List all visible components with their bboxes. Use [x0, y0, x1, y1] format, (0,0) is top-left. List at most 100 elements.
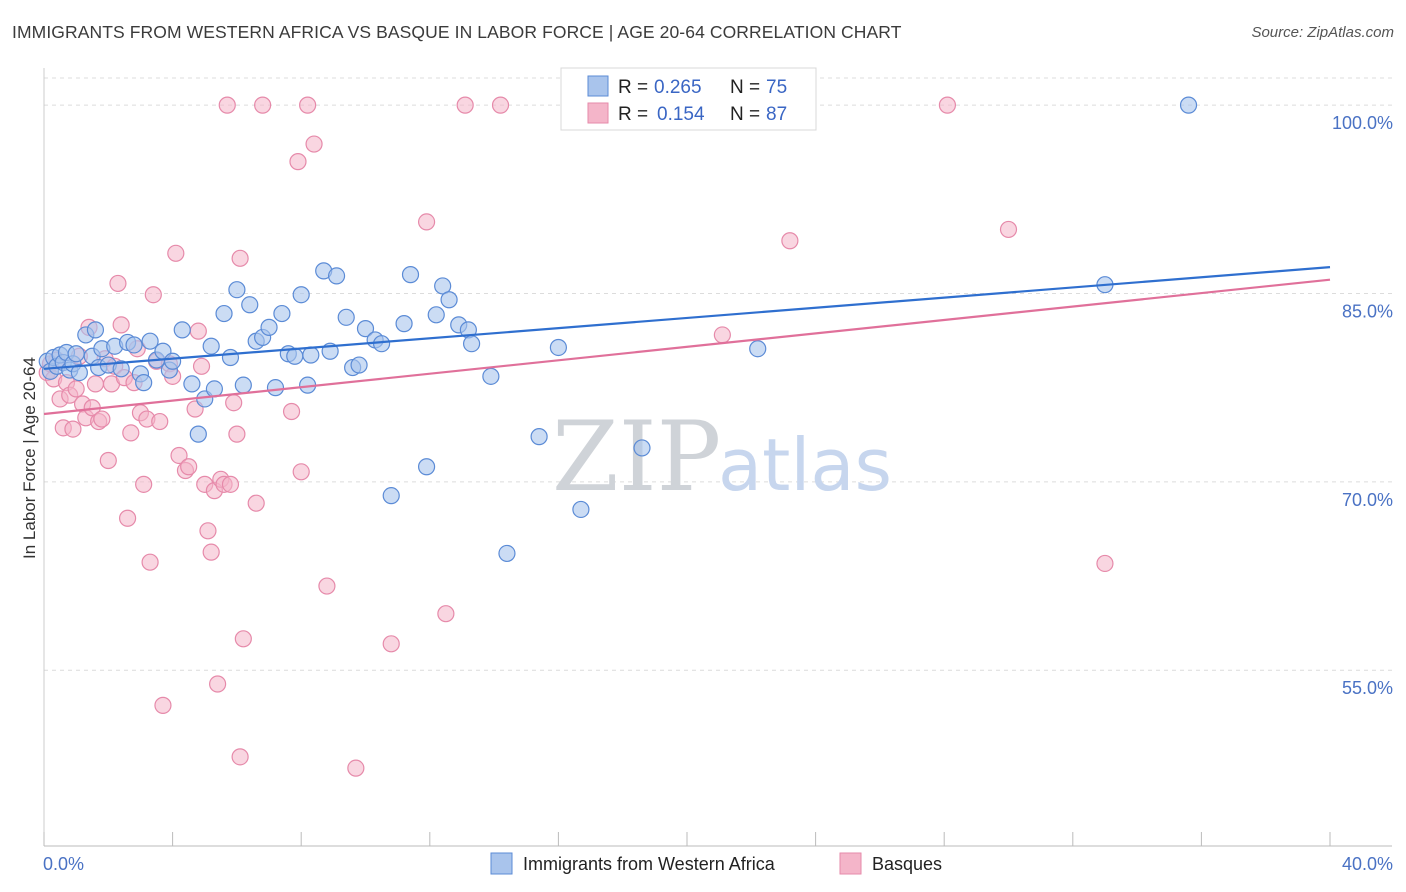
western-africa-point — [292, 286, 310, 304]
basques-trend-line — [43, 278, 1331, 416]
basques-point — [99, 451, 117, 470]
western-africa-point — [434, 277, 452, 295]
basques-point — [189, 322, 207, 340]
western-africa-point — [135, 374, 153, 392]
basques-point — [154, 696, 172, 714]
bottom-legend-swatch-pink — [839, 852, 862, 875]
bottom-legend-swatch-blue — [490, 852, 513, 875]
watermark-atlas: atlas — [718, 423, 892, 507]
basques-point — [781, 232, 799, 250]
western-africa-point — [350, 356, 368, 374]
western-africa-point — [234, 376, 252, 394]
basques-point — [318, 577, 336, 595]
western-africa-point — [228, 281, 246, 299]
western-africa-point — [382, 487, 400, 505]
y-tick-label-3: 100.0% — [1332, 113, 1393, 133]
basques-point — [221, 475, 240, 493]
basques-point — [167, 244, 185, 262]
basques-point — [141, 553, 159, 571]
western-africa-point — [337, 308, 355, 326]
bottom-legend-label-pink: Basques — [872, 854, 942, 874]
basques-point — [299, 96, 317, 114]
western-africa-point — [173, 321, 191, 339]
western-africa-point — [1179, 96, 1198, 114]
watermark-zip: ZIP — [552, 401, 721, 513]
legend-r-label-blue: R = — [618, 77, 648, 98]
western-africa-point — [67, 345, 85, 363]
western-africa-point — [749, 340, 767, 358]
basques-point — [1096, 554, 1114, 573]
western-africa-point — [260, 318, 278, 336]
western-africa-point — [482, 367, 500, 385]
tick-labels: 55.0% 70.0% 85.0% 100.0% 0.0% 40.0% — [43, 113, 1393, 874]
legend: R = 0.265 N = 75 R = 0.154 N = 87 — [560, 67, 817, 131]
western-africa-point — [266, 379, 285, 397]
basques-point — [86, 375, 105, 393]
basques-point — [218, 96, 236, 114]
western-africa-point — [183, 375, 201, 393]
western-africa-point — [70, 363, 88, 382]
western-africa-point — [189, 425, 207, 443]
western-africa-point — [530, 428, 548, 446]
basques-point — [209, 675, 227, 693]
basques-point — [254, 96, 272, 114]
western-africa-point — [286, 347, 304, 365]
western-africa-point — [427, 306, 445, 324]
basques-point — [382, 635, 400, 653]
legend-r-value-blue: 0.265 — [654, 77, 702, 98]
western-africa-point — [141, 332, 159, 350]
basques-point — [67, 380, 85, 398]
basques-point — [234, 630, 252, 648]
western-africa-point — [401, 266, 420, 284]
y-tick-label-0: 55.0% — [1342, 678, 1393, 698]
western-africa-point — [462, 335, 481, 353]
western-africa-point — [273, 304, 291, 323]
gridlines — [44, 77, 1392, 671]
y-axis-label: In Labor Force | Age 20-64 — [20, 357, 39, 559]
western-africa-point — [241, 296, 259, 314]
legend-n-value-pink: 87 — [766, 104, 787, 125]
western-africa-point — [202, 337, 220, 355]
western-africa-point — [633, 439, 651, 457]
basques-point — [122, 424, 140, 442]
western-africa-point — [86, 321, 105, 339]
basques-point — [292, 463, 310, 481]
basques-point — [109, 274, 127, 293]
basques-point — [491, 96, 510, 114]
x-tick-label-0: 0.0% — [43, 854, 84, 874]
western-africa-point — [572, 500, 590, 519]
basques-point — [192, 357, 211, 375]
legend-r-value-pink: 0.154 — [657, 104, 705, 125]
basques-point — [202, 543, 220, 561]
western-africa-point — [125, 336, 143, 354]
legend-n-label-blue: N = — [730, 77, 760, 98]
basques-point — [144, 286, 162, 304]
western-africa-point — [417, 458, 436, 476]
basques-point — [180, 458, 198, 476]
legend-swatch-pink — [587, 102, 609, 124]
western-africa-point — [440, 291, 458, 309]
western-africa-point — [302, 346, 320, 364]
basques-point — [437, 605, 455, 623]
western-africa-point — [221, 348, 240, 367]
western-africa-point — [395, 315, 413, 333]
basques-point — [247, 494, 265, 512]
trend-lines — [43, 266, 1331, 416]
basques-point — [713, 326, 731, 344]
chart-source: Source: ZipAtlas.com — [1251, 24, 1394, 41]
basques-point — [228, 425, 246, 443]
western-africa-point — [164, 352, 182, 370]
basques-point — [170, 446, 188, 465]
basques-point — [112, 316, 130, 334]
basques-point — [135, 475, 153, 493]
western-africa-point — [549, 338, 568, 357]
axes — [43, 68, 1392, 847]
basques-point — [231, 748, 249, 766]
western-africa-trend-line — [43, 266, 1331, 370]
basques-point — [999, 220, 1018, 239]
basques-point — [938, 96, 957, 114]
basques-point — [231, 249, 249, 267]
legend-r-label-pink: R = — [618, 104, 648, 125]
basques-point — [456, 96, 474, 114]
